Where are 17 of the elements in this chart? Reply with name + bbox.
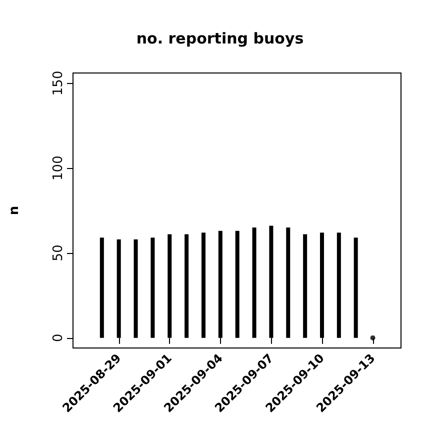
bar [235, 230, 240, 338]
bar [354, 238, 358, 338]
bar [134, 239, 138, 338]
bar [184, 234, 189, 338]
bar [100, 238, 104, 338]
y-tick-label: 50 [51, 244, 66, 262]
bar [150, 238, 155, 338]
bar [303, 234, 308, 338]
bar [286, 227, 290, 338]
y-tick-label: 0 [51, 334, 66, 342]
bar [201, 232, 206, 338]
bar [252, 227, 256, 338]
chart-title: no. reporting buoys [136, 30, 304, 48]
bar [336, 232, 341, 338]
y-tick-label: 150 [51, 70, 66, 96]
y-axis-title: n [7, 206, 22, 216]
y-tick-label: 100 [51, 156, 66, 180]
